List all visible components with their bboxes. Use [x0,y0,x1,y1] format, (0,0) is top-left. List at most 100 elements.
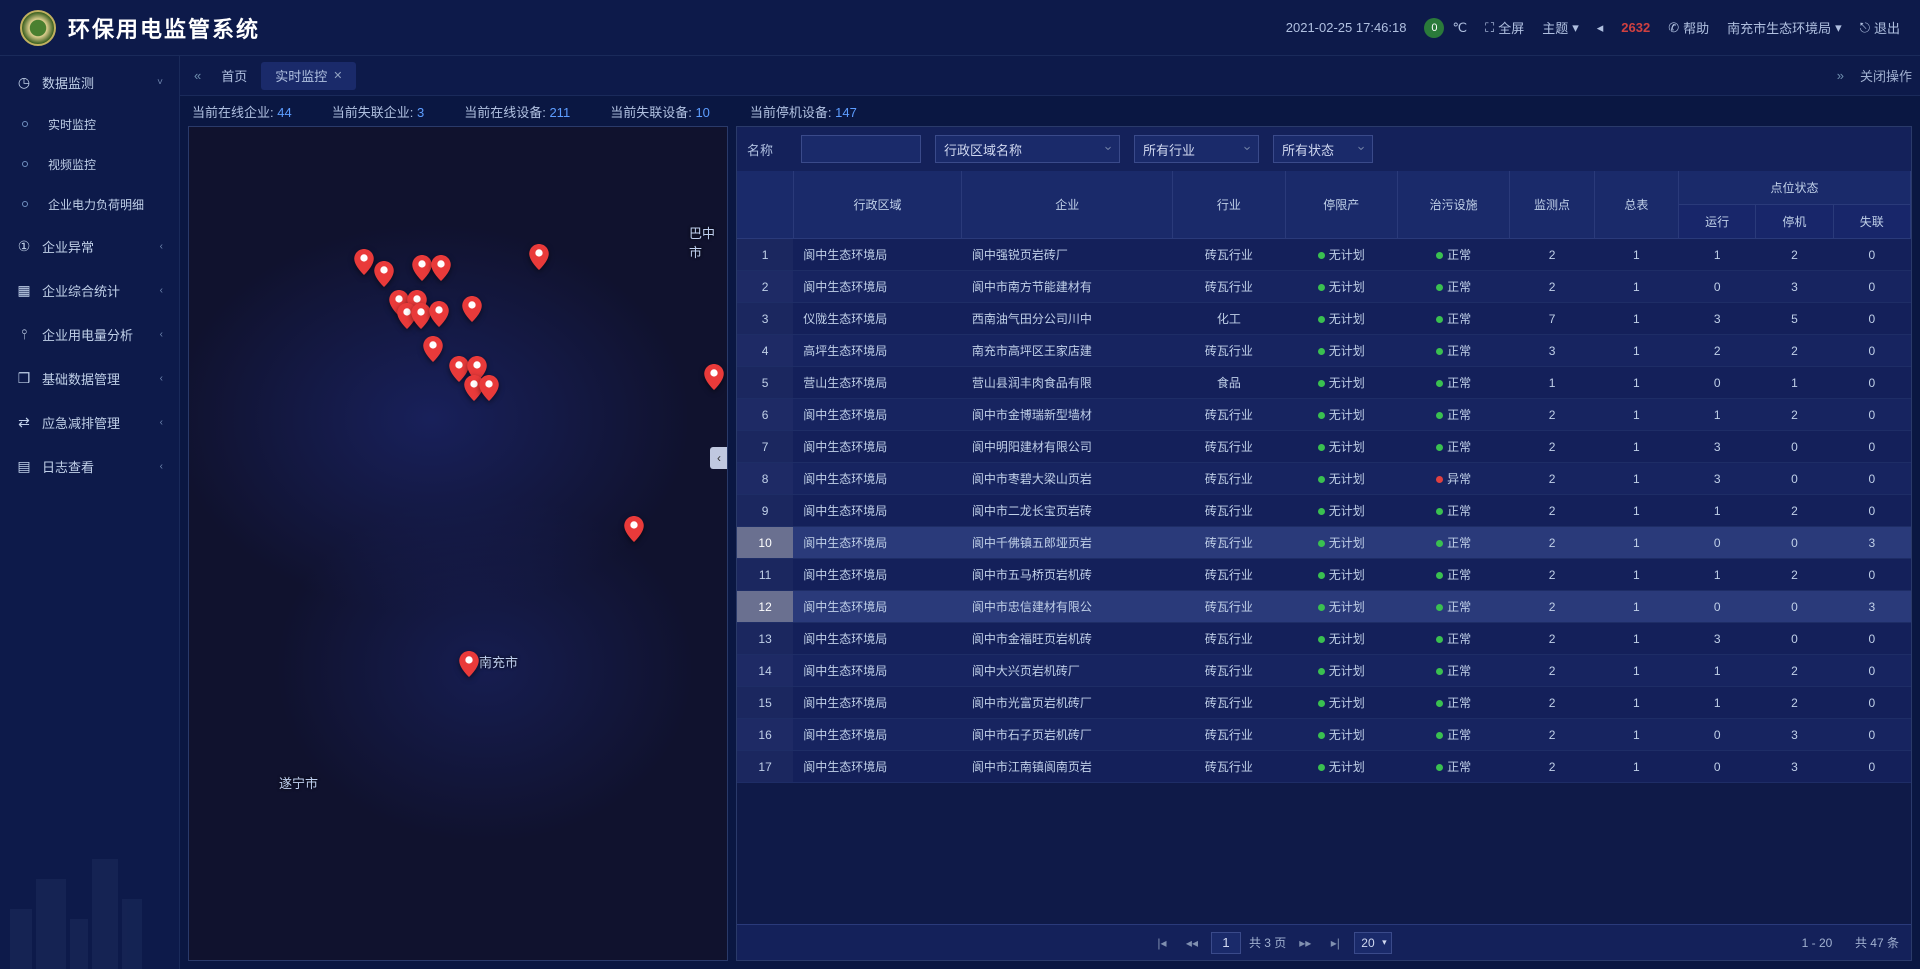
table-row[interactable]: 14 阆中生态环境局 阆中大兴页岩机砖厂 砖瓦行业 无计划 正常 2 1 1 2… [737,655,1911,687]
sidebar-item-5[interactable]: ⇄ 应急减排管理 ‹ [0,400,179,444]
halted-device-count: 147 [835,105,857,120]
map-marker[interactable] [411,303,431,329]
map-marker[interactable] [354,249,374,275]
alert-count[interactable]: 2632 [1621,20,1650,35]
temperature: 0 ℃ [1424,18,1467,38]
sidebar-subitem-0-0[interactable]: 实时监控 [0,104,179,144]
filter-region-select[interactable]: 行政区域名称 [935,135,1120,163]
filter-name-label: 名称 [747,140,787,159]
map-marker[interactable] [431,255,451,281]
data-table: 行政区域 企业 行业 停限产 治污设施 监测点 总表 点位状态 运行 [737,171,1911,783]
chevron-icon: ˅ [157,77,163,88]
help-button[interactable]: ✆ 帮助 [1668,18,1709,37]
map-marker[interactable] [429,301,449,327]
city-label: 南充市 [479,652,518,671]
tab-next-button[interactable]: » [1831,68,1850,83]
table-row[interactable]: 10 阆中生态环境局 阆中千佛镇五郎垭页岩 砖瓦行业 无计划 正常 2 1 0 … [737,527,1911,559]
table-body: 1 阆中生态环境局 阆中强锐页岩砖厂 砖瓦行业 无计划 正常 2 1 1 2 0… [737,239,1911,783]
tab-prev-button[interactable]: « [188,68,207,83]
menu-icon: ❒ [16,370,32,387]
filter-row: 名称 行政区域名称 所有行业 所有状态 [737,127,1911,171]
table-row[interactable]: 3 仪陇生态环境局 西南油气田分公司川中 化工 无计划 正常 7 1 3 5 0 [737,303,1911,335]
table-row[interactable]: 2 阆中生态环境局 阆中市南方节能建材有 砖瓦行业 无计划 正常 2 1 0 3… [737,271,1911,303]
page-input[interactable] [1211,932,1241,954]
tab-home[interactable]: 首页 [207,62,261,90]
collapse-handle[interactable]: ‹ [710,447,728,469]
table-row[interactable]: 4 高坪生态环境局 南充市高坪区王家店建 砖瓦行业 无计划 正常 3 1 2 2… [737,335,1911,367]
map-marker[interactable] [459,651,479,677]
org-dropdown[interactable]: 南充市生态环境局 ▾ [1727,18,1842,37]
chevron-icon: ‹ [160,329,163,340]
map-marker[interactable] [412,255,432,281]
submenu-label: 企业电力负荷明细 [48,196,144,213]
sidebar-item-1[interactable]: ① 企业异常 ‹ [0,224,179,268]
map-marker[interactable] [374,261,394,287]
sidebar-subitem-0-2[interactable]: 企业电力负荷明细 [0,184,179,224]
map-marker[interactable] [624,516,644,542]
map-marker[interactable] [479,375,499,401]
sidebar-item-3[interactable]: ⫯ 企业用电量分析 ‹ [0,312,179,356]
chevron-down-icon: ▾ [1835,20,1842,36]
menu-label: 基础数据管理 [42,369,120,388]
temp-badge: 0 [1424,18,1444,38]
menu-icon: ▤ [16,458,32,475]
map-marker[interactable] [423,336,443,362]
table-row[interactable]: 15 阆中生态环境局 阆中市光富页岩机砖厂 砖瓦行业 无计划 正常 2 1 1 … [737,687,1911,719]
sidebar-item-2[interactable]: ▦ 企业综合统计 ‹ [0,268,179,312]
sidebar-item-6[interactable]: ▤ 日志查看 ‹ [0,444,179,488]
filter-name-input[interactable] [801,135,921,163]
close-icon[interactable]: ✕ [333,69,342,82]
city-label: 遂宁市 [279,773,318,792]
submenu-label: 视频监控 [48,156,96,173]
filter-industry-select[interactable]: 所有行业 [1134,135,1259,163]
table-row[interactable]: 6 阆中生态环境局 阆中市金博瑞新型墙材 砖瓦行业 无计划 正常 2 1 1 2… [737,399,1911,431]
sidebar-item-0[interactable]: ◷ 数据监测 ˅ [0,60,179,104]
table-row[interactable]: 13 阆中生态环境局 阆中市金福旺页岩机砖 砖瓦行业 无计划 正常 2 1 3 … [737,623,1911,655]
logout-icon: ⎋ [1860,20,1870,36]
menu-label: 企业异常 [42,237,94,256]
logout-button[interactable]: ⎋ 退出 [1860,18,1900,37]
fullscreen-icon: ⛶ [1485,20,1494,36]
page-prev-button[interactable]: ◂◂ [1181,932,1203,954]
page-first-button[interactable]: |◂ [1151,932,1173,954]
table-row[interactable]: 5 营山生态环境局 营山县润丰肉食品有限 食品 无计划 正常 1 1 0 1 0 [737,367,1911,399]
page-size-select[interactable]: 20 [1354,932,1391,954]
table-row[interactable]: 7 阆中生态环境局 阆中明阳建材有限公司 砖瓦行业 无计划 正常 2 1 3 0… [737,431,1911,463]
menu-icon: ◷ [16,74,32,91]
phone-icon: ✆ [1668,20,1679,36]
table-row[interactable]: 1 阆中生态环境局 阆中强锐页岩砖厂 砖瓦行业 无计划 正常 2 1 1 2 0 [737,239,1911,271]
map-marker[interactable] [529,244,549,270]
filter-state-select[interactable]: 所有状态 [1273,135,1373,163]
menu-label: 应急减排管理 [42,413,120,432]
table-scroll[interactable]: 行政区域 企业 行业 停限产 治污设施 监测点 总表 点位状态 运行 [737,171,1911,924]
fullscreen-button[interactable]: ⛶ 全屏 [1485,18,1524,37]
table-panel: 名称 行政区域名称 所有行业 所有状态 [736,126,1912,961]
sidebar-item-4[interactable]: ❒ 基础数据管理 ‹ [0,356,179,400]
table-row[interactable]: 17 阆中生态环境局 阆中市江南镇阆南页岩 砖瓦行业 无计划 正常 2 1 0 … [737,751,1911,783]
table-row[interactable]: 9 阆中生态环境局 阆中市二龙长宝页岩砖 砖瓦行业 无计划 正常 2 1 1 2… [737,495,1911,527]
menu-icon: ⇄ [16,414,32,431]
tab-close-ops[interactable]: 关闭操作 [1860,66,1912,85]
table-row[interactable]: 11 阆中生态环境局 阆中市五马桥页岩机砖 砖瓦行业 无计划 正常 2 1 1 … [737,559,1911,591]
page-last-button[interactable]: ▸| [1324,932,1346,954]
table-row[interactable]: 8 阆中生态环境局 阆中市枣碧大梁山页岩 砖瓦行业 无计划 异常 2 1 3 0… [737,463,1911,495]
chevron-icon: ‹ [160,285,163,296]
map-marker[interactable] [704,364,724,390]
page-range: 1 - 20 [1802,936,1833,950]
online-device-count: 211 [549,105,570,120]
sidebar-subitem-0-1[interactable]: 视频监控 [0,144,179,184]
table-row[interactable]: 16 阆中生态环境局 阆中市石子页岩机砖厂 砖瓦行业 无计划 正常 2 1 0 … [737,719,1911,751]
page-next-button[interactable]: ▸▸ [1294,932,1316,954]
map-marker[interactable] [462,296,482,322]
menu-icon: ⫯ [16,326,32,343]
submenu-label: 实时监控 [48,116,96,133]
table-row[interactable]: 12 阆中生态环境局 阆中市忠信建材有限公 砖瓦行业 无计划 正常 2 1 0 … [737,591,1911,623]
map-panel[interactable]: 巴中市南充市遂宁市 ‹ [188,126,728,961]
menu-label: 企业用电量分析 [42,325,133,344]
theme-button[interactable]: 主题 ▾ [1542,18,1579,37]
tab-realtime[interactable]: 实时监控 ✕ [261,62,356,90]
header-right: 2021-02-25 17:46:18 0 ℃ ⛶ 全屏 主题 ▾ ◂ 2632… [1286,18,1900,38]
bullet-icon [22,121,28,127]
chevron-down-icon: ▾ [1572,20,1579,36]
mute-button[interactable]: ◂ [1597,20,1604,36]
